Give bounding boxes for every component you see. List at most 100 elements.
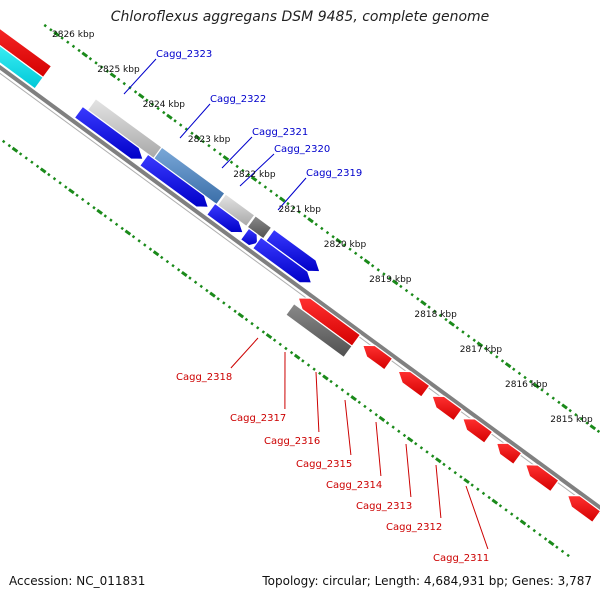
tick-dot	[540, 388, 544, 392]
tick-dot	[227, 305, 232, 309]
tick-dot	[145, 98, 149, 102]
tick-dot	[312, 367, 316, 371]
tick-dot	[363, 404, 367, 409]
tick-dot	[444, 317, 448, 322]
tick-dot	[201, 139, 205, 144]
leader-line	[221, 136, 253, 169]
tick-dot	[212, 148, 217, 152]
tick-dot	[109, 218, 113, 222]
tick-dot	[114, 222, 119, 227]
tick-dot	[455, 326, 460, 330]
tick-dot	[80, 197, 85, 202]
tick-dot	[557, 400, 561, 405]
leader-line	[179, 103, 211, 139]
tick-dot	[18, 152, 23, 156]
tick-dot	[391, 425, 395, 429]
leader-line	[239, 153, 275, 187]
tick-dot	[448, 320, 455, 327]
tick-dot	[261, 330, 266, 334]
tick-dot	[320, 226, 324, 231]
tick-dot	[116, 77, 121, 82]
tick-dot	[533, 382, 540, 389]
tick-dot	[7, 143, 12, 148]
cds-arrow	[524, 464, 560, 493]
tick-dot	[49, 28, 53, 32]
tick-dot	[500, 359, 505, 363]
tick-dot	[207, 143, 211, 148]
tick-dot	[1, 139, 6, 144]
tick-dot	[77, 48, 81, 53]
reverse-gene-label: Cagg_2317	[230, 413, 286, 424]
tick-dot	[81, 51, 89, 58]
tick-dot	[289, 350, 294, 355]
tick-dot	[353, 251, 358, 256]
tick-dot	[427, 305, 431, 309]
cds-arrow	[397, 370, 431, 398]
tick-dot	[150, 102, 155, 107]
cds-arrow	[496, 442, 523, 465]
tick-dot	[39, 167, 47, 174]
tick-dot	[279, 196, 286, 203]
tick-dot	[162, 110, 166, 115]
tick-dot	[258, 181, 262, 185]
tick-dot	[301, 359, 305, 363]
tick-dot	[131, 234, 136, 239]
tick-dot	[585, 421, 589, 425]
tick-dot	[476, 487, 480, 491]
tick-dot	[24, 156, 28, 160]
tick-dot	[133, 90, 138, 94]
tick-dot	[453, 470, 457, 475]
tick-dot	[566, 553, 570, 558]
tick-dot	[235, 164, 239, 169]
tick-dot	[274, 193, 279, 198]
tick-dot	[416, 297, 420, 301]
tick-dot	[307, 217, 314, 224]
scale-label: 2816 kbp	[505, 380, 548, 390]
forward-gene-label: Cagg_2320	[274, 144, 330, 155]
tick-dot	[303, 214, 307, 218]
scale-label: 2818 kbp	[414, 310, 457, 320]
cds-arrow	[362, 344, 394, 371]
tick-dot	[284, 346, 288, 351]
tick-dot	[370, 264, 375, 268]
gene-bar	[216, 193, 256, 228]
tick-dot	[193, 280, 198, 284]
tick-dot	[246, 172, 251, 177]
reverse-gene-label: Cagg_2316	[264, 436, 320, 447]
tick-dot	[250, 175, 258, 182]
tick-dot	[433, 309, 437, 313]
tick-dot	[66, 40, 70, 44]
tick-dot	[498, 504, 503, 508]
tick-dot	[120, 226, 124, 231]
accession-label: Accession: NC_011831	[9, 574, 146, 588]
backbone-line	[0, 64, 600, 511]
map-labels: 2826 kbp 2825 kbp 2824 kbp 2823 kbp 2822 kbp…	[52, 30, 593, 564]
tick-dot	[237, 312, 245, 319]
tick-dot	[335, 237, 343, 244]
tick-dot	[335, 384, 339, 388]
tick-dot	[278, 342, 282, 347]
forward-gene-label: Cagg_2321	[252, 127, 308, 138]
tick-dot	[526, 524, 531, 529]
tick-dot	[476, 341, 484, 348]
reverse-gene-label: Cagg_2314	[326, 480, 382, 491]
tick-dot	[461, 330, 465, 334]
tick-dot	[179, 123, 183, 127]
gene-bar	[285, 303, 353, 359]
outer-tick-track	[43, 23, 600, 434]
tick-dot	[532, 528, 536, 533]
reverse-gene-label: Cagg_2318	[176, 372, 232, 383]
tick-dot	[459, 475, 463, 479]
leader-line	[465, 485, 489, 550]
tick-dot	[466, 334, 471, 338]
tick-dot	[75, 193, 79, 198]
leader-line	[405, 443, 412, 498]
tick-dot	[397, 429, 401, 433]
tick-dot	[137, 93, 145, 100]
map-title: Chloroflexus aggregans DSM 9485, complet…	[110, 9, 490, 25]
tick-dot	[58, 181, 62, 185]
reverse-gene-label: Cagg_2312	[386, 522, 442, 533]
tick-dot	[47, 172, 51, 177]
cds-arrow	[431, 395, 463, 422]
scale-label: 2826 kbp	[52, 30, 95, 40]
